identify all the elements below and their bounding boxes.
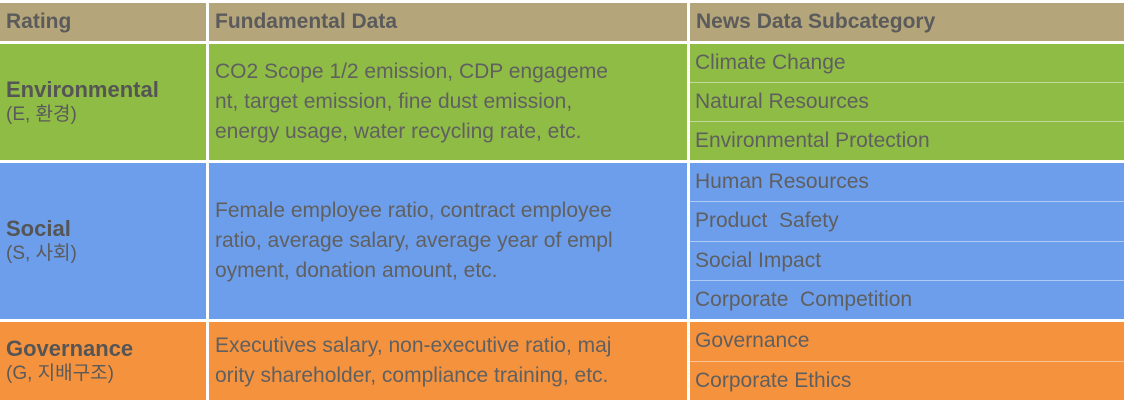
rating-name: Environmental (6, 77, 159, 102)
news-subcategory-item: Product Safety (690, 202, 1124, 242)
header-fundamental-data: Fundamental Data (209, 3, 687, 41)
news-subcategory-item: Social Impact (690, 242, 1124, 281)
rating-name: Social (6, 216, 71, 241)
news-social: Human Resources Product Safety Social Im… (690, 163, 1124, 319)
news-governance: Governance Corporate Ethics (690, 322, 1124, 400)
fundamental-governance: Executives salary, non-executive ratio, … (209, 322, 687, 400)
rating-subtitle: (G, 지배구조) (6, 363, 114, 384)
esg-data-table: Rating Fundamental Data News Data Subcat… (0, 3, 1124, 400)
news-subcategory-item: Corporate Ethics (695, 368, 852, 392)
news-environmental: Climate Change Natural Resources Environ… (690, 44, 1124, 160)
news-subcategory-item: Human Resources (690, 163, 1124, 203)
fundamental-social: Female employee ratio, contract employee… (209, 163, 687, 319)
rating-name: Governance (6, 336, 134, 361)
rating-social: Social (S, 사회) (0, 163, 206, 319)
rating-governance: Governance (G, 지배구조) (0, 322, 206, 400)
news-subcategory-item: Governance (690, 322, 1124, 362)
fundamental-text: Female employee ratio, contract employee… (215, 199, 613, 282)
fundamental-text: CO2 Scope 1/2 emission, CDP engageme nt,… (215, 60, 608, 143)
rating-subtitle: (E, 환경) (6, 104, 77, 125)
fundamental-environmental: CO2 Scope 1/2 emission, CDP engageme nt,… (209, 44, 687, 160)
rating-environmental: Environmental (E, 환경) (0, 44, 206, 160)
news-subcategory-item: Natural Resources (690, 83, 1124, 122)
news-subcategory-item: Climate Change (690, 44, 1124, 83)
news-subcategory-item: Corporate Competition (695, 287, 913, 311)
header-rating: Rating (0, 3, 206, 41)
rating-subtitle: (S, 사회) (6, 243, 77, 264)
news-subcategory-item: Environmental Protection (695, 129, 930, 152)
header-news-subcategory: News Data Subcategory (690, 3, 1124, 41)
fundamental-text: Executives salary, non-executive ratio, … (215, 334, 612, 387)
